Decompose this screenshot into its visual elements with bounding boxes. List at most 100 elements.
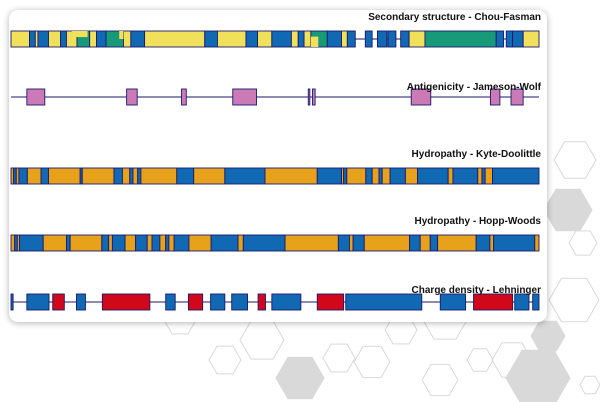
hydropathy-hopp-woods-blue-segment: [135, 234, 148, 252]
hydropathy-kyte-doolittle-orange-segment: [447, 167, 454, 185]
hydropathy-kyte-doolittle-blue-segment: [343, 167, 348, 185]
secondary-structure-yellow-segment: [341, 30, 348, 48]
hydropathy-kyte-doolittle-blue-segment: [365, 167, 373, 185]
track-title-antigenicity: Antigenicity - Jameson-Wolf: [406, 82, 541, 93]
hydropathy-hopp-woods-blue-segment: [165, 234, 170, 252]
hexagon-shape: [466, 348, 494, 372]
hydropathy-kyte-doolittle-orange-segment: [264, 167, 318, 185]
antigenicity-pink-segment: [307, 88, 311, 106]
hexagon-shape: [548, 277, 600, 323]
hydropathy-kyte-doolittle-orange-segment: [121, 167, 131, 185]
hexagon-shape: [579, 375, 600, 395]
hydropathy-kyte-doolittle-orange-segment: [484, 167, 493, 185]
hydropathy-hopp-woods-blue-segment: [173, 234, 190, 252]
secondary-structure-yellow-segment: [290, 30, 299, 48]
secondary-structure-blue-segment: [346, 30, 356, 48]
hydropathy-kyte-doolittle-orange-segment: [132, 167, 139, 185]
hydropathy-kyte-doolittle-orange-segment: [193, 167, 226, 185]
hydropathy-kyte-doolittle-blue-segment: [452, 167, 479, 185]
hydropathy-hopp-woods-blue-segment: [101, 234, 110, 252]
hydropathy-kyte-doolittle-blue-segment: [176, 167, 195, 185]
secondary-structure-blue-segment: [364, 30, 373, 48]
hydropathy-kyte-doolittle-orange-segment: [404, 167, 419, 185]
hexagon-shape: [491, 342, 533, 378]
hydropathy-kyte-doolittle-orange-segment: [81, 167, 115, 185]
charge-density-red-segment: [316, 293, 345, 311]
charge-density-red-segment: [473, 293, 514, 311]
secondary-structure-yellow-segment: [144, 30, 206, 48]
secondary-structure-blue-segment: [130, 30, 146, 48]
hydropathy-hopp-woods-blue-segment: [18, 234, 44, 252]
charge-density-blue-segment: [10, 293, 14, 311]
hexagon-shape: [208, 345, 242, 375]
hexagon-shape: [322, 343, 356, 373]
charge-density-blue-segment: [271, 293, 302, 311]
hexagon-shape: [505, 349, 571, 402]
secondary-structure-blue-segment: [60, 30, 67, 48]
hydropathy-kyte-doolittle-orange-segment: [371, 167, 380, 185]
hexagon-shape: [421, 363, 459, 397]
hydropathy-hopp-woods-orange-segment: [489, 234, 495, 252]
antigenicity-pink-segment: [312, 88, 316, 106]
hydropathy-hopp-woods-blue-segment: [210, 234, 239, 252]
hydropathy-hopp-woods-orange-segment: [534, 234, 540, 252]
hydropathy-kyte-doolittle-orange-segment: [26, 167, 42, 185]
hydropathy-kyte-doolittle-orange-segment: [48, 167, 81, 185]
secondary-structure-blue-segment: [204, 30, 218, 48]
secondary-structure-blue-segment: [326, 30, 342, 48]
track-title-hydropathy-hopp-woods: Hydropathy - Hopp-Woods: [414, 216, 541, 227]
secondary-structure-yellow-patch: [310, 36, 319, 47]
antigenicity-pink-segment: [26, 88, 46, 106]
feature-tracks: [10, 30, 540, 311]
secondary-structure-blue-segment: [400, 30, 410, 48]
hydropathy-kyte-doolittle-blue-segment: [417, 167, 449, 185]
secondary-structure-yellow-patch: [119, 31, 124, 39]
hydropathy-kyte-doolittle-orange-segment: [477, 167, 483, 185]
hydropathy-hopp-woods-orange-segment: [363, 234, 411, 252]
hydropathy-kyte-doolittle-blue-segment: [492, 167, 540, 185]
track-title-secondary-structure: Secondary structure - Chou-Fasman: [368, 12, 541, 23]
secondary-structure-yellow-patch: [71, 31, 88, 38]
hexagon-shape: [353, 345, 391, 379]
hydropathy-hopp-woods-orange-segment: [159, 234, 167, 252]
hydropathy-kyte-doolittle-blue-segment: [113, 167, 123, 185]
charge-density-blue-segment: [231, 293, 248, 311]
hydropathy-hopp-woods-orange-segment: [168, 234, 175, 252]
hydropathy-hopp-woods-orange-segment: [237, 234, 244, 252]
charge-density-blue-segment: [439, 293, 467, 311]
charge-density-red-segment: [187, 293, 204, 311]
hydropathy-kyte-doolittle-blue-segment: [40, 167, 49, 185]
secondary-structure-blue-segment: [495, 30, 505, 48]
hydropathy-hopp-woods-orange-segment: [419, 234, 431, 252]
hexagon-shape: [543, 188, 593, 232]
hydropathy-hopp-woods-blue-segment: [337, 234, 350, 252]
secondary-structure-blue-segment: [245, 30, 259, 48]
hexagon-shape: [530, 320, 566, 352]
secondary-structure-blue-segment: [505, 30, 514, 48]
secondary-structure-blue-segment: [376, 30, 388, 48]
hydropathy-hopp-woods-orange-segment: [349, 234, 354, 252]
hydropathy-hopp-woods-orange-segment: [108, 234, 113, 252]
charge-density-red-segment: [257, 293, 266, 311]
charge-density-blue-segment: [345, 293, 423, 311]
secondary-structure-teal-segment: [424, 30, 497, 48]
antigenicity-pink-segment: [181, 88, 187, 106]
hexagon-shape: [568, 230, 598, 256]
hydropathy-hopp-woods-blue-segment: [65, 234, 71, 252]
hydropathy-hopp-woods-blue-segment: [352, 234, 365, 252]
hexagon-shape: [275, 356, 325, 400]
secondary-structure-yellow-segment: [408, 30, 426, 48]
charge-density-blue-segment: [532, 293, 540, 311]
secondary-structure-blue-segment: [387, 30, 397, 48]
secondary-structure-blue-segment: [96, 30, 107, 48]
secondary-structure-yellow-segment: [123, 30, 132, 48]
hydropathy-hopp-woods-orange-segment: [124, 234, 137, 252]
secondary-structure-yellow-segment: [10, 30, 30, 48]
hydropathy-kyte-doolittle-orange-segment: [346, 167, 367, 185]
secondary-structure-blue-segment: [512, 30, 524, 48]
hydropathy-hopp-woods-blue-segment: [429, 234, 439, 252]
antigenicity-pink-segment: [232, 88, 257, 106]
hydropathy-hopp-woods-orange-segment: [69, 234, 103, 252]
secondary-structure-yellow-segment: [522, 30, 540, 48]
